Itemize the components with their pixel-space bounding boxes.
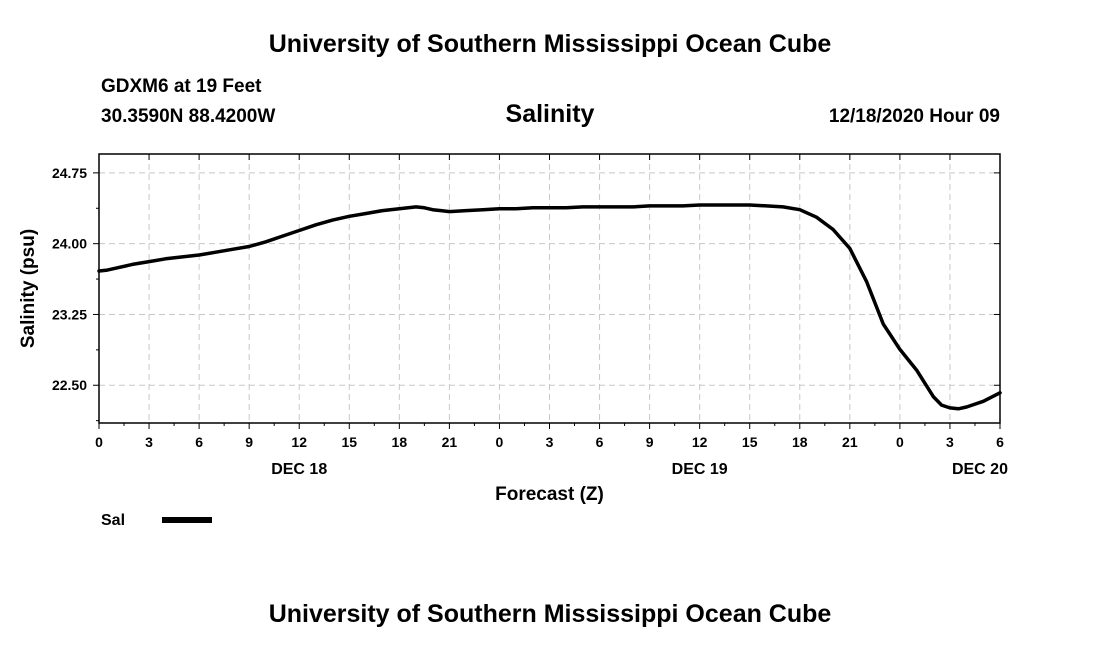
x-tick-label: 12 [692, 434, 708, 450]
station-label: GDXM6 at 19 Feet [101, 76, 262, 97]
x-date-label: DEC 20 [952, 461, 1008, 478]
x-tick-label: 0 [496, 434, 504, 450]
x-tick-label: 3 [145, 434, 153, 450]
issued-timestamp: 12/18/2020 Hour 09 [828, 106, 1000, 127]
x-tick-label: 18 [792, 434, 808, 450]
bottom-title: University of Southern Mississippi Ocean… [268, 600, 832, 628]
x-tick-label: 9 [646, 434, 654, 450]
x-tick-label: 0 [896, 434, 904, 450]
y-tick-label: 22.50 [52, 377, 87, 393]
x-tick-label: 6 [996, 434, 1004, 450]
x-date-label: DEC 18 [271, 461, 327, 478]
x-tick-label: 6 [596, 434, 604, 450]
y-tick-label: 23.25 [52, 306, 87, 322]
coordinates-label: 30.3590N 88.4200W [101, 106, 276, 127]
x-tick-label: 9 [245, 434, 253, 450]
x-tick-label: 6 [195, 434, 203, 450]
legend-label: Sal [101, 512, 125, 529]
x-tick-label: 21 [842, 434, 858, 450]
x-tick-label: 12 [291, 434, 307, 450]
series-line-sal [97, 203, 1002, 411]
x-tick-label: 15 [742, 434, 758, 450]
variable-title: Salinity [505, 100, 595, 128]
x-tick-label: 3 [546, 434, 554, 450]
y-tick-label: 24.00 [52, 236, 87, 252]
x-tick-label: 18 [392, 434, 408, 450]
top-title: University of Southern Mississippi Ocean… [268, 30, 832, 58]
x-axis-title: Forecast (Z) [495, 484, 604, 505]
x-tick-label: 3 [946, 434, 954, 450]
x-tick-label: 0 [95, 434, 103, 450]
y-tick-label: 24.75 [52, 165, 87, 181]
x-tick-label: 15 [341, 434, 357, 450]
y-axis-title: Salinity (psu) [18, 229, 39, 348]
x-date-label: DEC 19 [672, 461, 728, 478]
x-tick-label: 21 [442, 434, 458, 450]
